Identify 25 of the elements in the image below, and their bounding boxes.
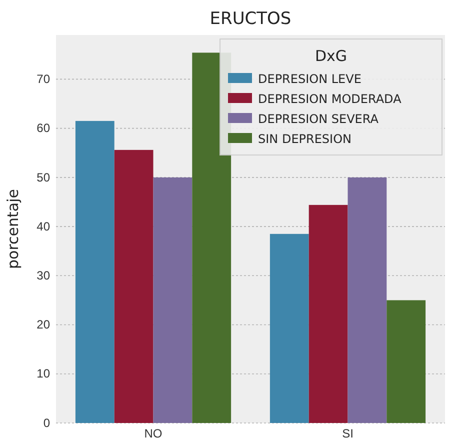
legend-label: SIN DEPRESION <box>258 132 352 146</box>
y-tick-label: 50 <box>36 170 50 184</box>
bar <box>386 300 426 423</box>
bar <box>153 177 192 423</box>
y-tick-label: 60 <box>36 121 50 136</box>
bar <box>270 234 309 423</box>
legend-title: DxG <box>314 47 348 65</box>
y-tick-label: 10 <box>36 366 50 381</box>
legend-label: DEPRESION LEVE <box>258 72 362 86</box>
bar <box>75 120 114 423</box>
chart-title: ERUCTOS <box>210 9 292 29</box>
y-axis-title: porcentaje <box>4 189 22 269</box>
y-tick-label: 40 <box>36 219 50 234</box>
bar <box>192 52 232 423</box>
bar <box>114 150 154 423</box>
y-tick-label: 30 <box>36 268 50 282</box>
y-tick-label: 0 <box>43 416 50 430</box>
bar <box>308 204 348 423</box>
x-tick-label: SI <box>342 426 354 441</box>
bar <box>348 177 387 423</box>
y-tick-label: 20 <box>36 318 50 332</box>
x-tick-label: NO <box>144 426 162 441</box>
y-tick-label: 70 <box>36 72 50 86</box>
legend-label: DEPRESION SEVERA <box>258 112 380 126</box>
legend-label: DEPRESION MODERADA <box>258 92 402 106</box>
